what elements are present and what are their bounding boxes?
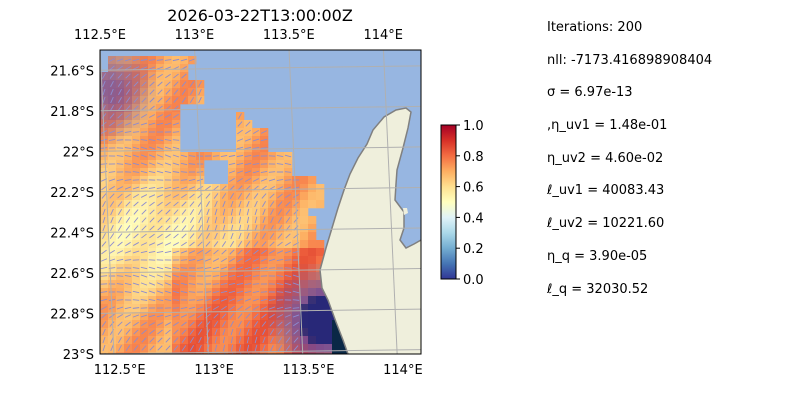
lat-label: 22.6°S [50,267,94,282]
colorbar: 0.0 0.2 0.4 0.6 0.8 1.0 [440,119,484,288]
colorbar-tick-label: 0.8 [463,150,484,165]
param-iterations: Iterations: 200 [547,20,643,35]
lon-label-top: 113°E [175,28,215,43]
lat-label: 22.2°S [50,186,94,201]
land-mass [320,108,421,354]
lon-label-bottom: 112.5°E [94,363,146,378]
lon-label-bottom: 113.5°E [283,363,335,378]
lon-labels-bottom: 112.5°E 113°E 113.5°E 114°E [94,363,423,378]
colorbar-ticks: 0.0 0.2 0.4 0.6 0.8 1.0 [456,119,484,288]
map-title: 2026-03-22T13:00:00Z [167,6,353,25]
lon-labels-top: 112.5°E 113°E 113.5°E 114°E [74,28,403,43]
colorbar-tick-label: 1.0 [463,119,484,134]
coastline [319,107,421,354]
colorbar-gradient [440,124,457,280]
param-ell-uv1: ℓ_uv1 = 40083.43 [547,183,665,199]
lat-label: 22.4°S [50,226,94,241]
param-eta-q: η_q = 3.90e-05 [547,248,648,264]
param-eta-uv2: η_uv2 = 4.60e-02 [547,150,664,166]
lon-label-top: 112.5°E [74,28,126,43]
graticule [100,50,421,354]
lon-label-top: 113.5°E [263,28,315,43]
colorbar-tick-label: 0.2 [463,242,484,257]
map-axes: 112.5°E 113°E 113.5°E 114°E 112.5°E 113°E 113… [50,28,423,378]
lon-label-bottom: 114°E [383,363,423,378]
lat-label: 21.6°S [50,64,94,79]
colorbar-tick-label: 0.0 [463,273,484,288]
lat-label: 22°S [63,145,94,160]
param-eta-uv1: ,η_uv1 = 1.48e-01 [547,118,668,134]
lat-labels-left: 21.6°S 21.8°S 22°S 22.2°S 22.4°S 22.6°S 22.8°S… [50,64,94,363]
lat-label: 21.8°S [50,105,94,120]
map-frame [99,49,422,355]
model-parameters: Iterations: 200 nll: -7173.416898908404 σ … [547,18,712,312]
lon-label-bottom: 113°E [194,363,234,378]
lat-label: 23°S [63,348,94,363]
colorbar-tick-label: 0.4 [463,211,484,226]
island [403,208,408,215]
param-sigma: σ = 6.97e-13 [547,85,633,101]
param-ell-uv2: ℓ_uv2 = 10221.60 [547,216,665,232]
lon-label-top: 114°E [363,28,403,43]
param-nll: nll: -7173.416898908404 [547,52,713,68]
colorbar-tick-label: 0.6 [463,181,484,196]
param-ell-q: ℓ_q = 32030.52 [547,281,649,297]
lat-label: 22.8°S [50,307,94,322]
